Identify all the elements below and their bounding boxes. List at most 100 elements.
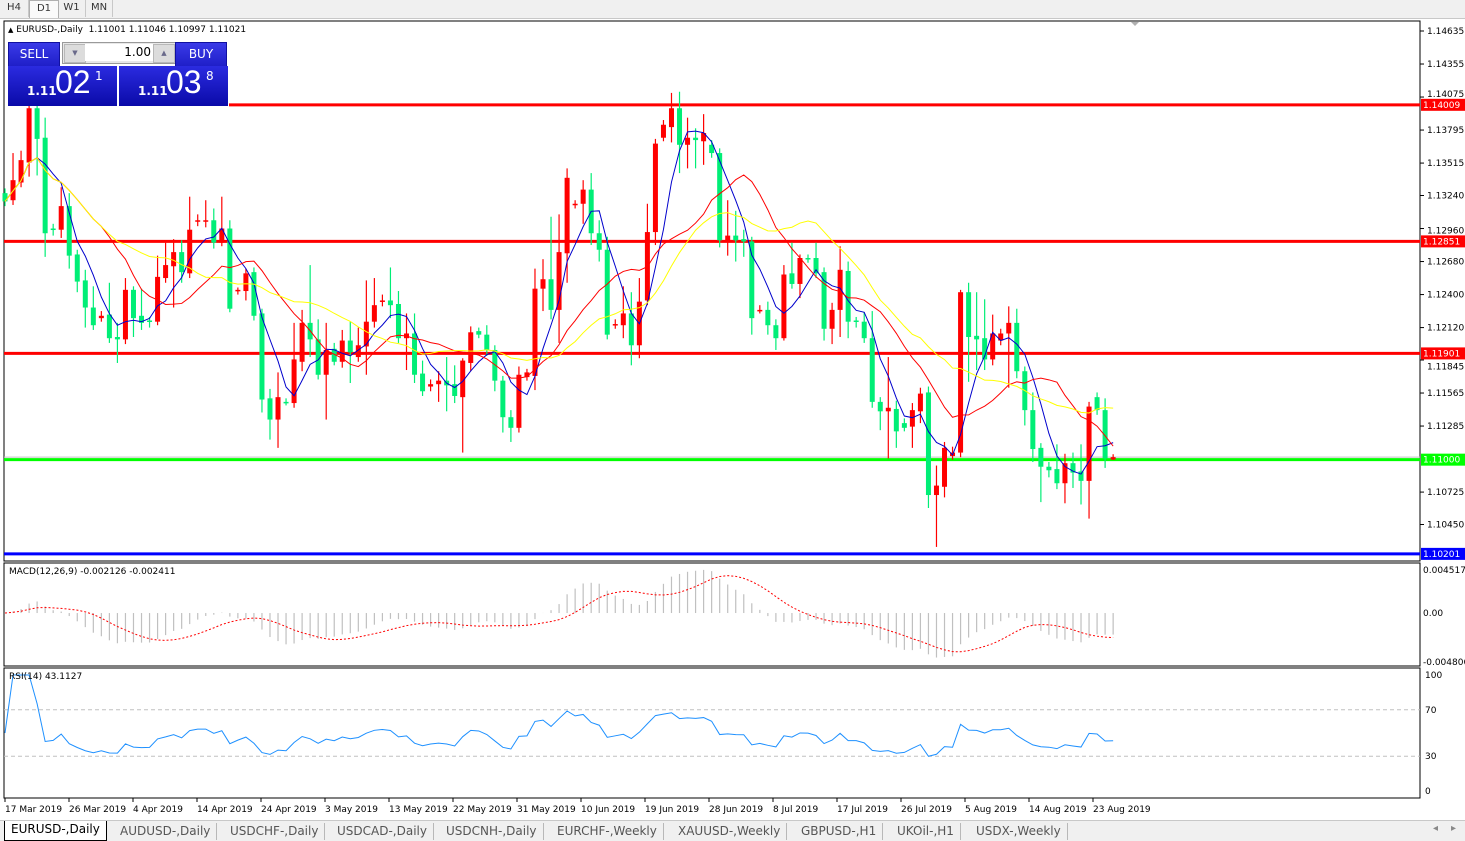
bullish-candle [668, 108, 674, 128]
buy-price-pips: 03 [166, 64, 202, 100]
timeframe-h4[interactable]: H4 [0, 0, 29, 17]
tab-xauusd-weekly[interactable]: XAUUSD-,Weekly [672, 823, 788, 840]
symbol-tabs: EURUSD-,Daily AUDUSD-,Daily USDCHF-,Dail… [0, 820, 1465, 841]
price-chart[interactable]: 1.14635 1.14355 1.14075 1.13795 1.13515 1.132… [0, 18, 1465, 820]
bearish-candle [677, 108, 683, 145]
bearish-candle [179, 252, 185, 273]
bearish-candle [813, 258, 819, 274]
bearish-candle [476, 331, 482, 335]
bearish-candle [596, 233, 602, 250]
ohlc-readout: 1.11001 1.11046 1.10997 1.11021 [88, 25, 247, 35]
bearish-candle [861, 321, 867, 339]
sell-price-button[interactable]: 1.11 02 1 [8, 64, 117, 106]
bearish-candle [259, 313, 265, 400]
bearish-candle [789, 273, 795, 284]
bullish-candle [942, 447, 948, 487]
bullish-candle [339, 340, 345, 362]
bullish-candle [652, 143, 658, 233]
tab-gbpusd-h1[interactable]: GBPUSD-,H1 [795, 823, 884, 840]
bearish-candle [106, 314, 112, 339]
tab-usdcad-daily[interactable]: USDCAD-,Daily [331, 823, 434, 840]
bearish-candle [420, 373, 426, 392]
scroll-right-icon[interactable]: ▸ [1451, 823, 1457, 834]
bearish-candle [1030, 410, 1036, 450]
bullish-candle [235, 289, 241, 292]
buy-button[interactable]: BUY [175, 42, 227, 67]
ma-fast-line [4, 130, 1114, 475]
price-tick-label: 1.11285 [1427, 422, 1464, 432]
bearish-candle [765, 309, 771, 326]
bearish-candle [267, 398, 273, 420]
bullish-candle [163, 265, 169, 279]
bearish-candle [395, 303, 401, 339]
date-tick-label: 17 Mar 2019 [5, 805, 62, 815]
bearish-candle [893, 408, 899, 432]
tab-usdx-weekly[interactable]: USDX-,Weekly [970, 823, 1068, 840]
bearish-candle [693, 137, 699, 141]
bullish-candle [379, 300, 385, 302]
bearish-candle [283, 401, 289, 404]
bearish-candle [82, 280, 88, 308]
bullish-candle [122, 289, 128, 340]
triangle-up-icon[interactable]: ▲ [8, 26, 14, 34]
price-level-tag [1421, 235, 1465, 248]
lot-increase-button[interactable]: ▲ [153, 44, 175, 63]
price-tick-label: 1.14355 [1427, 60, 1464, 70]
bullish-candle [701, 133, 707, 142]
macd-axis-label: 0.004517 [1423, 566, 1465, 576]
bullish-candle [1062, 463, 1068, 484]
price-tick-label: 1.13240 [1427, 192, 1464, 202]
date-tick-label: 24 Apr 2019 [261, 805, 317, 815]
bullish-candle [18, 160, 24, 183]
buy-price-button[interactable]: 1.11 03 8 [119, 64, 228, 106]
bearish-candle [251, 272, 257, 316]
chart-shift-marker-icon [1131, 22, 1139, 26]
price-level-tag [1421, 547, 1465, 560]
timeframe-w1[interactable]: W1 [58, 0, 86, 17]
bearish-candle [74, 254, 80, 282]
ma-mid-line [4, 157, 1114, 447]
lot-size-input[interactable]: 1.00 [85, 44, 153, 61]
bearish-candle [139, 315, 145, 323]
timeframe-d1[interactable]: D1 [29, 0, 59, 18]
tab-audusd-daily[interactable]: AUDUSD-,Daily [114, 823, 218, 840]
bearish-candle [347, 340, 353, 353]
bullish-candle [660, 124, 666, 138]
bullish-candle [1006, 322, 1012, 334]
timeframe-mn[interactable]: MN [86, 0, 113, 17]
bullish-candle [98, 315, 104, 319]
sell-price-prefix: 1.11 [27, 84, 57, 98]
tab-eurchf-weekly[interactable]: EURCHF-,Weekly [551, 823, 664, 840]
date-tick-label: 4 Apr 2019 [133, 805, 183, 815]
bullish-candle [837, 269, 843, 310]
bearish-candle [508, 417, 514, 428]
buy-price-prefix: 1.11 [138, 84, 168, 98]
symbol-label: EURUSD-,Daily [16, 25, 83, 35]
lot-decrease-button[interactable]: ▼ [64, 44, 86, 63]
bearish-candle [1102, 410, 1108, 459]
price-tick-label: 1.10450 [1427, 521, 1464, 531]
tab-usdchf-daily[interactable]: USDCHF-,Daily [224, 823, 326, 840]
sell-button[interactable]: SELL [8, 42, 60, 67]
bearish-candle [1070, 463, 1076, 473]
date-tick-label: 26 Mar 2019 [69, 805, 126, 815]
bullish-candle [532, 288, 538, 376]
bullish-candle [323, 349, 329, 375]
tab-ukoil-h1[interactable]: UKOil-,H1 [891, 823, 961, 840]
bullish-candle [685, 137, 691, 145]
bearish-candle [821, 272, 827, 329]
macd-axis-label: -0.004806 [1423, 658, 1465, 668]
tab-usdcnh-daily[interactable]: USDCNH-,Daily [440, 823, 544, 840]
date-tick-label: 19 Jun 2019 [645, 805, 699, 815]
macd-axis-label: 0.00 [1423, 609, 1443, 619]
bearish-candle [331, 348, 337, 362]
price-tick-label: 1.12120 [1427, 324, 1464, 334]
bullish-candle [580, 189, 586, 204]
tab-eurusd-daily[interactable]: EURUSD-,Daily [4, 821, 107, 841]
scroll-left-icon[interactable]: ◂ [1433, 823, 1439, 834]
rsi-axis-label: 0 [1425, 787, 1431, 797]
bullish-candle [958, 292, 964, 453]
bearish-candle [966, 292, 972, 338]
bullish-candle [885, 407, 891, 412]
date-tick-label: 8 Jul 2019 [773, 805, 818, 815]
